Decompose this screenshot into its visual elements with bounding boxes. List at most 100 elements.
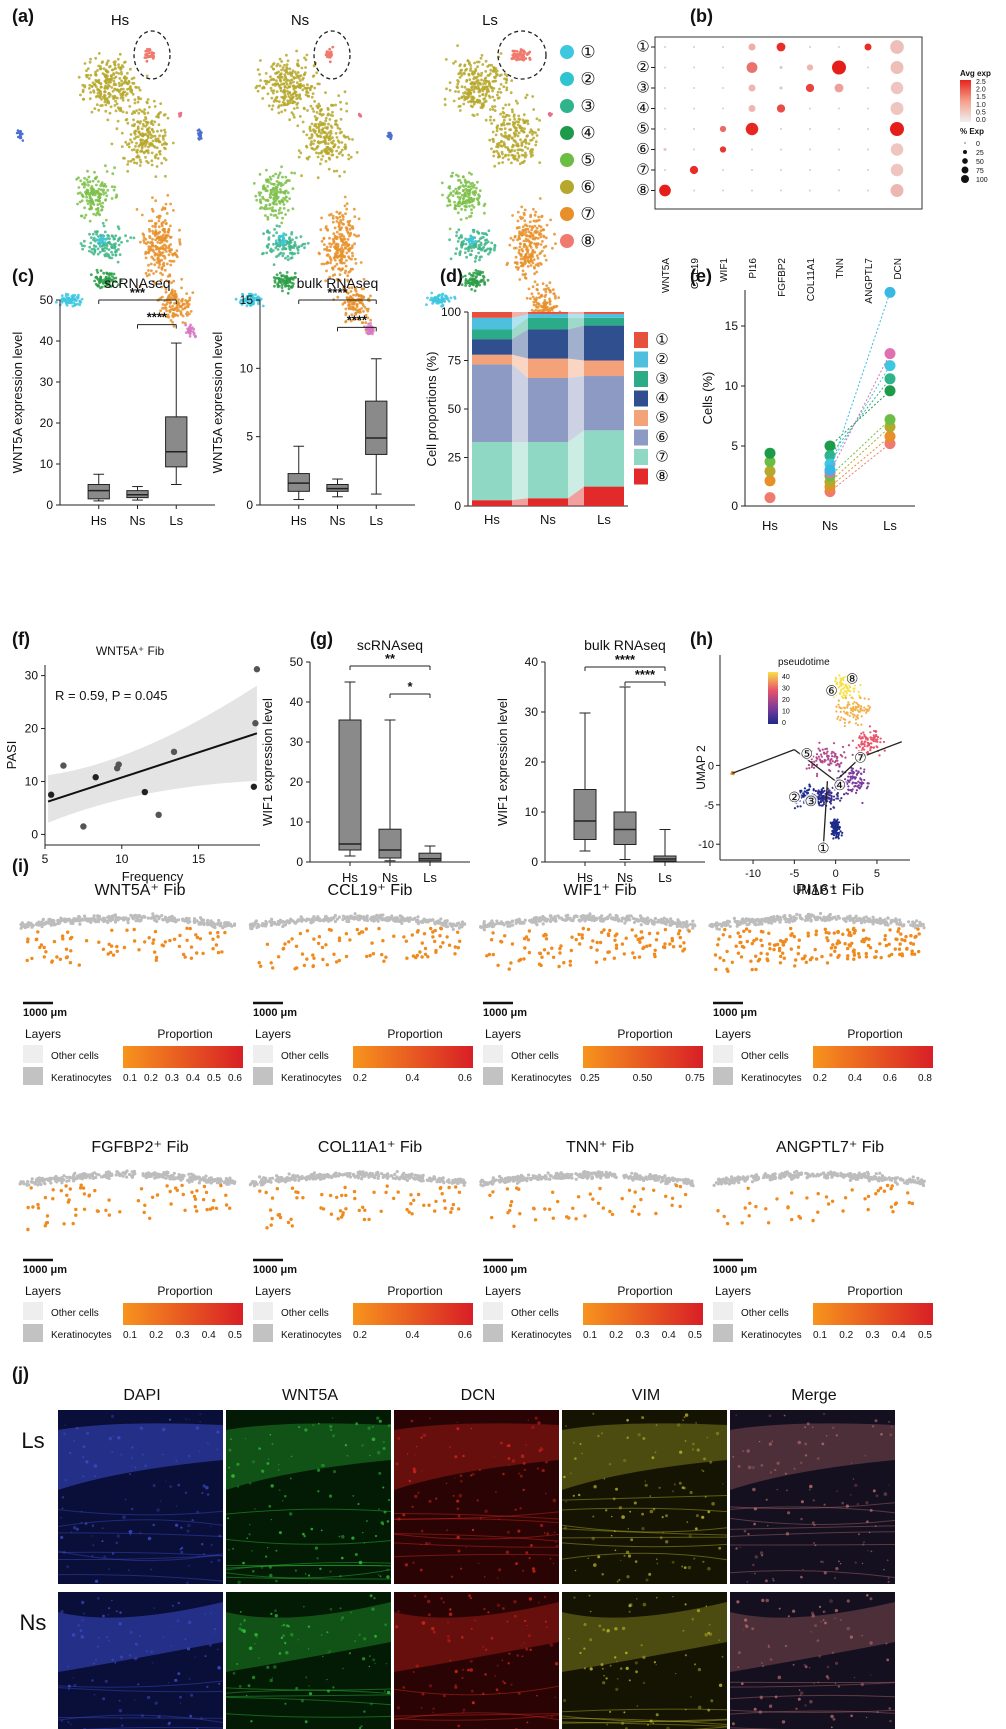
dotplot-cluster-6: ⑥: [636, 141, 649, 158]
box-body-g2-Ns: [613, 811, 637, 845]
dotplot-dot-WIF1-5: [719, 125, 727, 133]
spatial-2-kera-swatch: [253, 1067, 273, 1085]
traj-path-0: [732, 749, 795, 774]
spatial-3-tick-0: 0.25: [580, 1073, 600, 1084]
dotplot-dot-TNN-5: [838, 128, 840, 130]
dotplot-dot-PI16-1: [748, 43, 756, 51]
box-yticklabel-c1-0: 0: [46, 498, 53, 512]
dotplot-dot-FGFBP2-1: [776, 42, 786, 52]
stacked-flow-⑥-0: [512, 364, 528, 442]
spatial-1-layers-label: Layers: [25, 1027, 61, 1041]
traj-node-1: ①: [817, 840, 830, 856]
panel-letter-a: (a): [12, 6, 34, 26]
stacked-legend-swatch-5: [634, 410, 648, 426]
box-title-g2: bulk RNAseq: [584, 637, 666, 653]
stacked-bar-Ls-⑥: [584, 376, 624, 431]
stacked-bar-Ns-④: [528, 329, 568, 359]
traj-node-3: ③: [805, 793, 818, 809]
spatial-5-proportion-label: Proportion: [157, 1284, 212, 1298]
dotplot-dot-ANGPTL7-2: [867, 66, 869, 69]
paired-link-⑦: [829, 436, 891, 488]
box-yticklabel-g2-40: 40: [525, 655, 539, 669]
dotplot-dot-WNT5A-1: [664, 46, 666, 48]
spatial-2-title: CCL19⁺ Fib: [328, 882, 413, 899]
stacked-flow-②-1: [568, 313, 584, 318]
spatial-5-tissue: [18, 1169, 237, 1232]
spatial-7-tick-1: 0.2: [609, 1330, 623, 1341]
spatial-6-title: COL11A1⁺ Fib: [318, 1139, 422, 1156]
stacked-bar-Ns-⑦: [528, 441, 568, 499]
spatial-5-scale-label: 1000 μm: [23, 1264, 67, 1276]
micro-col-VIM: VIM: [632, 1387, 660, 1404]
box-body-c1-Hs: [87, 484, 110, 500]
spatial-8-tick-4: 0.5: [918, 1330, 932, 1341]
spatial-4-other-label: Other cells: [741, 1051, 789, 1062]
spatial-1-tick-1: 0.2: [144, 1073, 158, 1084]
dotplot-cluster-1: ①: [636, 39, 649, 56]
stacked-bar-Ls-③: [584, 317, 624, 326]
dotplot-dot-TNN-1: [838, 46, 840, 48]
dotplot-dot-WNT5A-2: [664, 66, 666, 69]
spatial-4-kera-label: Keratinocytes: [741, 1073, 802, 1084]
spatial-4-tick-2: 0.6: [883, 1073, 897, 1084]
umap-highlight-circle-Ls: [497, 30, 547, 80]
dotplot-dot-CCL19-4: [693, 107, 695, 110]
paired-yticklabel-10: 10: [725, 379, 739, 393]
paired-link-cyan: [829, 292, 891, 471]
dotplot-dot-DCN-3: [890, 81, 904, 95]
dotplot-size-label-0: 0: [976, 141, 980, 148]
box-yticklabel-c1-10: 10: [40, 457, 54, 471]
spatial-1-kera-label: Keratinocytes: [51, 1073, 112, 1084]
micro-image-Ns-DCN: [393, 1592, 560, 1729]
spatial-5-other-swatch: [23, 1302, 43, 1320]
spatial-8-other-label: Other cells: [741, 1308, 789, 1319]
box-yticklabel-c1-40: 40: [40, 334, 54, 348]
spatial-3-kera-swatch: [483, 1067, 503, 1085]
umap-legend-label-7: ⑦: [580, 205, 595, 224]
scatter-point-1: [60, 762, 67, 769]
paired-link-⑧: [829, 443, 891, 492]
box-yticklabel-c2-5: 5: [246, 430, 253, 444]
panel-letter-b: (b): [690, 6, 713, 26]
spatial-1-colorbar: [123, 1046, 243, 1068]
umap-legend-swatch-2: [560, 72, 574, 86]
dotplot-dot-DCN-6: [890, 143, 904, 156]
dotplot-dot-CCL19-6: [693, 148, 695, 151]
stacked-bar-Ls-④: [584, 325, 624, 361]
dotplot-dot-COL11A1-4: [809, 107, 811, 110]
paired-link-③: [829, 378, 891, 456]
dotplot-dot-CCL19-8: [693, 189, 695, 192]
paired-link-⑤: [829, 419, 891, 477]
umap-title-Hs: Hs: [111, 12, 129, 29]
box-body-c1-Ls: [165, 416, 188, 468]
spatial-4-tick-0: 0.2: [813, 1073, 827, 1084]
dotplot-cluster-5: ⑤: [636, 121, 649, 138]
box-sig-label-c1-1: ****: [147, 310, 168, 325]
traj-xticklabel-0: 0: [833, 868, 839, 880]
spatial-4-tissue: [708, 911, 926, 973]
spatial-8-other-swatch: [713, 1302, 733, 1320]
spatial-3-other-label: Other cells: [511, 1051, 559, 1062]
dotplot-size-label-75: 75: [976, 168, 984, 175]
spatial-3-layers-label: Layers: [485, 1027, 521, 1041]
dotplot-gene-DCN: DCN: [893, 258, 904, 280]
dotplot-dot-WIF1-7: [722, 169, 724, 171]
stacked-bar-Hs-⑤: [472, 354, 512, 365]
dotplot-dot-FGFBP2-6: [780, 148, 782, 151]
dotplot-dot-FGFBP2-4: [776, 104, 786, 113]
spatial-5-colorbar: [123, 1303, 243, 1325]
spatial-5-kera-swatch: [23, 1324, 43, 1342]
panel-letter-d: (d): [440, 266, 463, 286]
box-xlabel-c1-Ns: Ns: [130, 513, 146, 528]
spatial-8-tick-2: 0.3: [866, 1330, 880, 1341]
stacked-flow-③-1: [568, 317, 584, 330]
spatial-5-layers-label: Layers: [25, 1284, 61, 1298]
dotplot-dot-WNT5A-8: [659, 184, 671, 197]
stacked-bar-Ls-⑤: [584, 360, 624, 377]
scatter-xticklabel-5: 5: [42, 852, 49, 866]
dotplot-dot-TNN-6: [838, 148, 840, 151]
paired-yticklabel-5: 5: [731, 439, 738, 453]
spatial-3-kera-label: Keratinocytes: [511, 1073, 572, 1084]
dotplot-legend-size-title: % Exp: [960, 127, 984, 136]
spatial-8-tissue: [712, 1169, 926, 1226]
